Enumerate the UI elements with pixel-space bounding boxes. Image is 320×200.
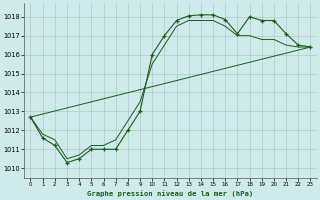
X-axis label: Graphe pression niveau de la mer (hPa): Graphe pression niveau de la mer (hPa): [87, 190, 253, 197]
